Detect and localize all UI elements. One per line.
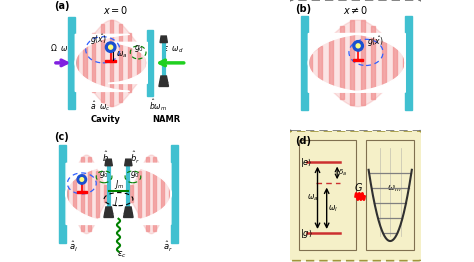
Text: $x\neq 0$: $x\neq 0$ [343, 4, 368, 16]
Bar [89, 157, 91, 231]
Bar [146, 53, 149, 72]
Bar [329, 36, 333, 90]
Polygon shape [124, 207, 132, 214]
Text: $|g\rangle$: $|g\rangle$ [301, 227, 313, 240]
Bar [130, 185, 133, 202]
Bar [110, 20, 113, 106]
Polygon shape [405, 16, 412, 110]
Circle shape [109, 45, 113, 49]
Bar [104, 185, 107, 202]
Bar [372, 26, 375, 99]
Bar [153, 157, 156, 231]
Text: $g_0$: $g_0$ [134, 43, 144, 54]
Bar [169, 185, 172, 202]
Text: $g(\hat{x})$: $g(\hat{x})$ [367, 34, 384, 48]
Bar [74, 53, 78, 72]
Text: (c): (c) [55, 132, 69, 142]
Polygon shape [147, 30, 153, 96]
Bar [83, 45, 87, 81]
Bar [339, 26, 344, 99]
Polygon shape [125, 159, 132, 166]
Text: $\Omega$  $\omega_l$: $\Omega$ $\omega_l$ [50, 42, 71, 54]
Bar [65, 185, 68, 202]
Text: $\hat{b}\omega_m$: $\hat{b}\omega_m$ [149, 97, 167, 113]
Text: $G$: $G$ [354, 181, 363, 193]
Bar [392, 46, 397, 80]
Polygon shape [353, 59, 364, 61]
Text: $g_0$: $g_0$ [129, 168, 140, 179]
Text: $\hat{b}_r$: $\hat{b}_r$ [129, 150, 140, 166]
Text: $x=0$: $x=0$ [103, 4, 128, 16]
Text: $\omega_a$: $\omega_a$ [116, 49, 127, 60]
Polygon shape [77, 191, 87, 193]
Text: (a): (a) [55, 1, 70, 11]
Polygon shape [104, 214, 113, 217]
Circle shape [105, 42, 116, 52]
Polygon shape [301, 16, 309, 110]
Text: $\hat{a}$  $\omega_c$: $\hat{a}$ $\omega_c$ [90, 99, 110, 113]
Text: $J_m$: $J_m$ [114, 178, 124, 191]
Polygon shape [350, 34, 405, 92]
Text: $\hat{a}_l$: $\hat{a}_l$ [69, 240, 78, 254]
Polygon shape [105, 207, 113, 214]
Bar [146, 157, 148, 231]
FancyBboxPatch shape [299, 140, 356, 250]
Polygon shape [59, 145, 66, 243]
Text: $\omega_m$: $\omega_m$ [387, 183, 401, 194]
Circle shape [77, 175, 87, 184]
Text: $\omega_a$: $\omega_a$ [307, 193, 319, 203]
Text: $\varepsilon_c$: $\varepsilon_c$ [117, 250, 126, 260]
Bar [361, 20, 365, 105]
Bar [403, 53, 407, 72]
Circle shape [353, 41, 364, 51]
FancyBboxPatch shape [289, 131, 422, 261]
Polygon shape [105, 159, 112, 166]
Bar [128, 33, 131, 92]
Polygon shape [109, 42, 147, 83]
Text: NAMR: NAMR [152, 115, 180, 124]
Polygon shape [124, 214, 133, 217]
Bar [138, 171, 141, 216]
Bar [81, 157, 84, 231]
Text: $g$: $g$ [73, 163, 80, 174]
Bar [161, 171, 164, 216]
Polygon shape [159, 83, 168, 86]
Bar [101, 24, 104, 102]
Text: $\omega_l$: $\omega_l$ [328, 203, 338, 214]
Bar [137, 45, 140, 81]
Polygon shape [171, 145, 178, 243]
Polygon shape [66, 163, 124, 225]
Circle shape [356, 44, 360, 48]
Polygon shape [75, 34, 129, 91]
Text: $\hat{a}_r$: $\hat{a}_r$ [163, 240, 173, 254]
Polygon shape [113, 163, 171, 225]
Text: $J$: $J$ [113, 195, 118, 208]
Bar [350, 20, 354, 105]
Bar [92, 33, 95, 92]
Text: (d): (d) [295, 136, 311, 146]
Polygon shape [68, 17, 75, 109]
Text: $\hat{b}_l$: $\hat{b}_l$ [102, 150, 111, 166]
Polygon shape [160, 76, 168, 83]
Bar [382, 36, 386, 90]
Text: $g(\hat{x})$: $g(\hat{x})$ [90, 33, 106, 47]
Polygon shape [309, 34, 364, 92]
Text: Cavity: Cavity [91, 115, 120, 124]
FancyBboxPatch shape [366, 140, 414, 250]
Bar [318, 46, 322, 80]
Text: $\delta_a$: $\delta_a$ [338, 168, 347, 178]
Polygon shape [160, 36, 167, 42]
Circle shape [80, 178, 83, 181]
Text: (b): (b) [295, 4, 311, 14]
Bar [308, 53, 311, 72]
Text: $g_0$: $g_0$ [99, 168, 109, 179]
Bar [96, 171, 99, 216]
Text: $|e\rangle$: $|e\rangle$ [301, 156, 313, 169]
Polygon shape [105, 60, 116, 62]
Bar [119, 24, 122, 102]
Text: $\varepsilon$  $\omega_d$: $\varepsilon$ $\omega_d$ [163, 44, 184, 54]
Bar [73, 171, 76, 216]
